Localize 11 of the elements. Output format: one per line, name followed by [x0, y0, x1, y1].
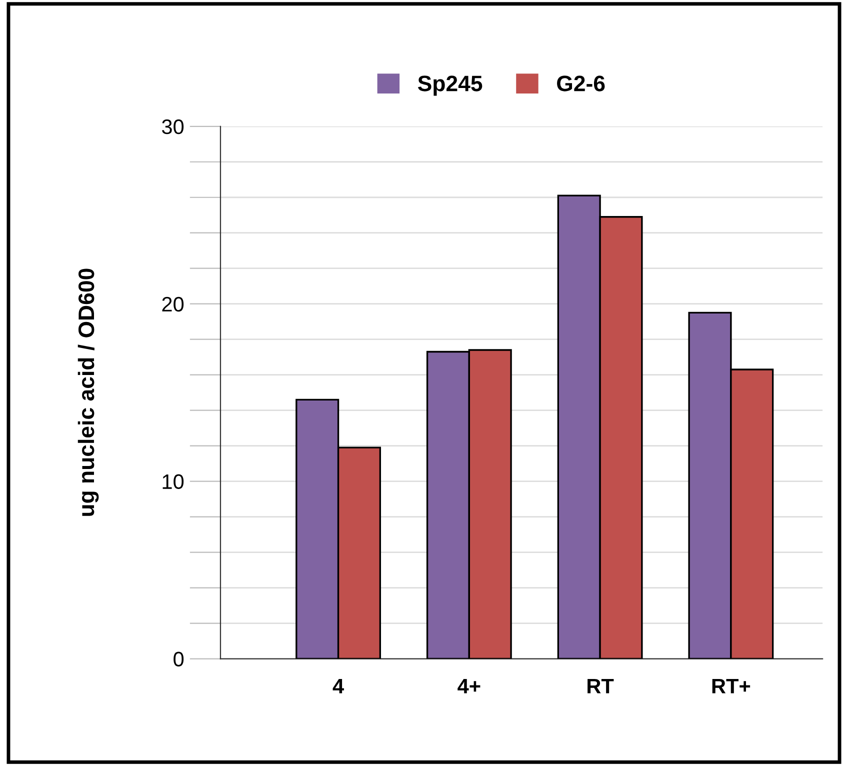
y-tick-label: 20 — [162, 296, 184, 312]
y-tick-label: 30 — [162, 119, 184, 134]
legend-label: Sp245 — [418, 76, 482, 96]
y-tick-label: 10 — [162, 474, 184, 490]
y-axis-title: ug nucleic acid / OD600 — [78, 268, 99, 516]
x-tick-label: 4 — [332, 678, 344, 694]
x-tick-label: 4+ — [458, 678, 480, 694]
x-tick-label: RT+ — [712, 678, 750, 694]
x-tick-label: RT — [588, 678, 614, 694]
y-tick-label: 0 — [174, 652, 184, 667]
legend-label: G2-6 — [557, 76, 605, 92]
